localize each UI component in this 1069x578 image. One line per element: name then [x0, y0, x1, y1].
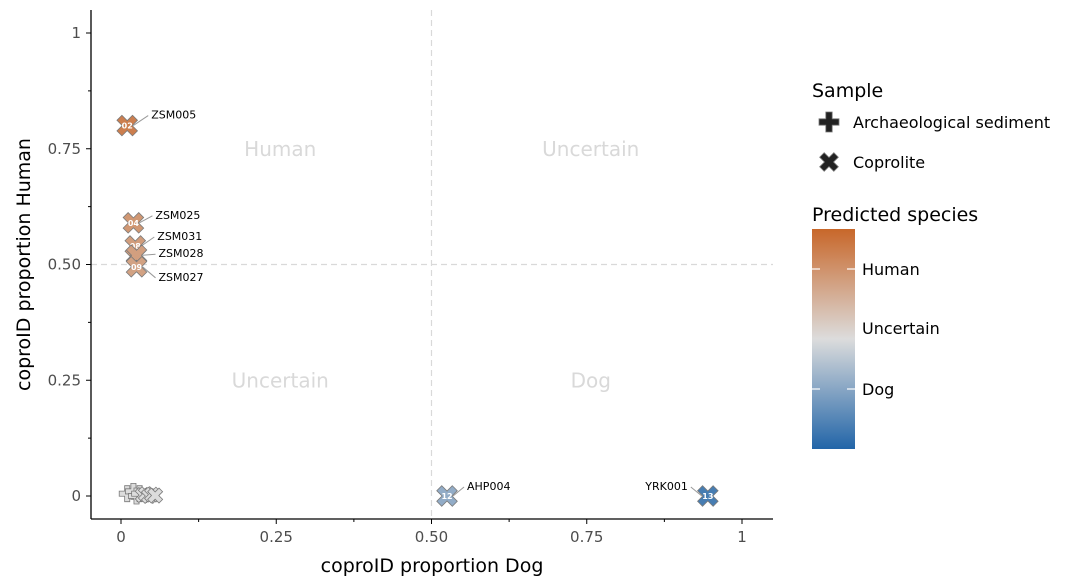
legend-color-label: Human — [862, 260, 920, 279]
x-tick-label: 1 — [737, 528, 747, 546]
y-tick-label: 1 — [71, 24, 81, 42]
data-point-number: 13 — [702, 492, 713, 501]
x-axis-title: coproID proportion Dog — [321, 555, 544, 577]
x-tick-label: 0 — [116, 528, 126, 546]
quadrant-label: Uncertain — [542, 137, 639, 161]
y-tick-label: 0.75 — [48, 140, 81, 158]
data-point — [697, 485, 719, 507]
data-points: 02 ZSM005 04 ZSM025 08 ZSM031 ZSM028 09 ZSM027 12… — [116, 109, 719, 507]
data-point-label: YRK001 — [644, 480, 688, 493]
data-label-leader — [690, 486, 703, 497]
y-tick-label: 0 — [71, 487, 81, 505]
data-point-number: 02 — [122, 122, 133, 131]
data-label-leader — [452, 486, 465, 497]
y-axis-title: coproID proportion Human — [13, 138, 35, 391]
data-label-leader — [139, 215, 153, 224]
data-point-label: ZSM031 — [157, 230, 202, 243]
legend-title-sample: Sample — [812, 80, 883, 102]
data-point — [147, 487, 164, 504]
data-label-leader — [140, 236, 155, 247]
quadrant-label: Human — [244, 137, 316, 161]
data-point-number: 12 — [441, 492, 452, 501]
data-point-label: AHP004 — [467, 480, 510, 493]
data-point-label: ZSM027 — [159, 271, 204, 284]
data-point-label: ZSM005 — [151, 109, 196, 122]
legend-shape-label: Archaeological sediment — [853, 113, 1050, 132]
data-point-number: 08 — [130, 242, 142, 251]
data-point — [436, 485, 458, 507]
quadrant-label: Dog — [571, 368, 611, 392]
data-label-leader — [142, 253, 156, 256]
y-tick-label: 0.25 — [48, 371, 81, 389]
plot-area: Human Uncertain Uncertain Dog — [91, 10, 773, 519]
legend-title-species: Predicted species — [812, 204, 978, 226]
legend-shape-key — [818, 111, 840, 133]
x-tick-label: 0.25 — [260, 528, 293, 546]
data-label-leader — [132, 115, 149, 127]
x-tick-label: 0.75 — [570, 528, 603, 546]
data-point-number: 09 — [131, 263, 143, 272]
legend-shape-label: Coprolite — [853, 153, 925, 172]
x-tick-label: 0.50 — [415, 528, 448, 546]
legend-shape-key — [819, 152, 839, 172]
data-label-leader — [142, 266, 156, 279]
legend-color-label: Uncertain — [862, 319, 940, 338]
legend-colorbar — [812, 229, 855, 449]
data-point — [122, 211, 145, 234]
legend-color-label: Dog — [862, 380, 894, 399]
y-tick-label: 0.50 — [48, 256, 81, 274]
quadrant-label: Uncertain — [232, 368, 329, 392]
axes: 0 0.25 0.50 0.75 1 0 0.25 0.50 0.75 1 coproID prop… — [13, 10, 773, 577]
data-point-number: 04 — [128, 219, 140, 228]
data-point — [125, 255, 148, 278]
data-point-label: ZSM028 — [159, 247, 204, 260]
legend: Sample Archaeological sediment Coprolite Pr… — [812, 80, 1050, 449]
data-point — [116, 114, 139, 137]
data-point-label: ZSM025 — [155, 209, 200, 222]
